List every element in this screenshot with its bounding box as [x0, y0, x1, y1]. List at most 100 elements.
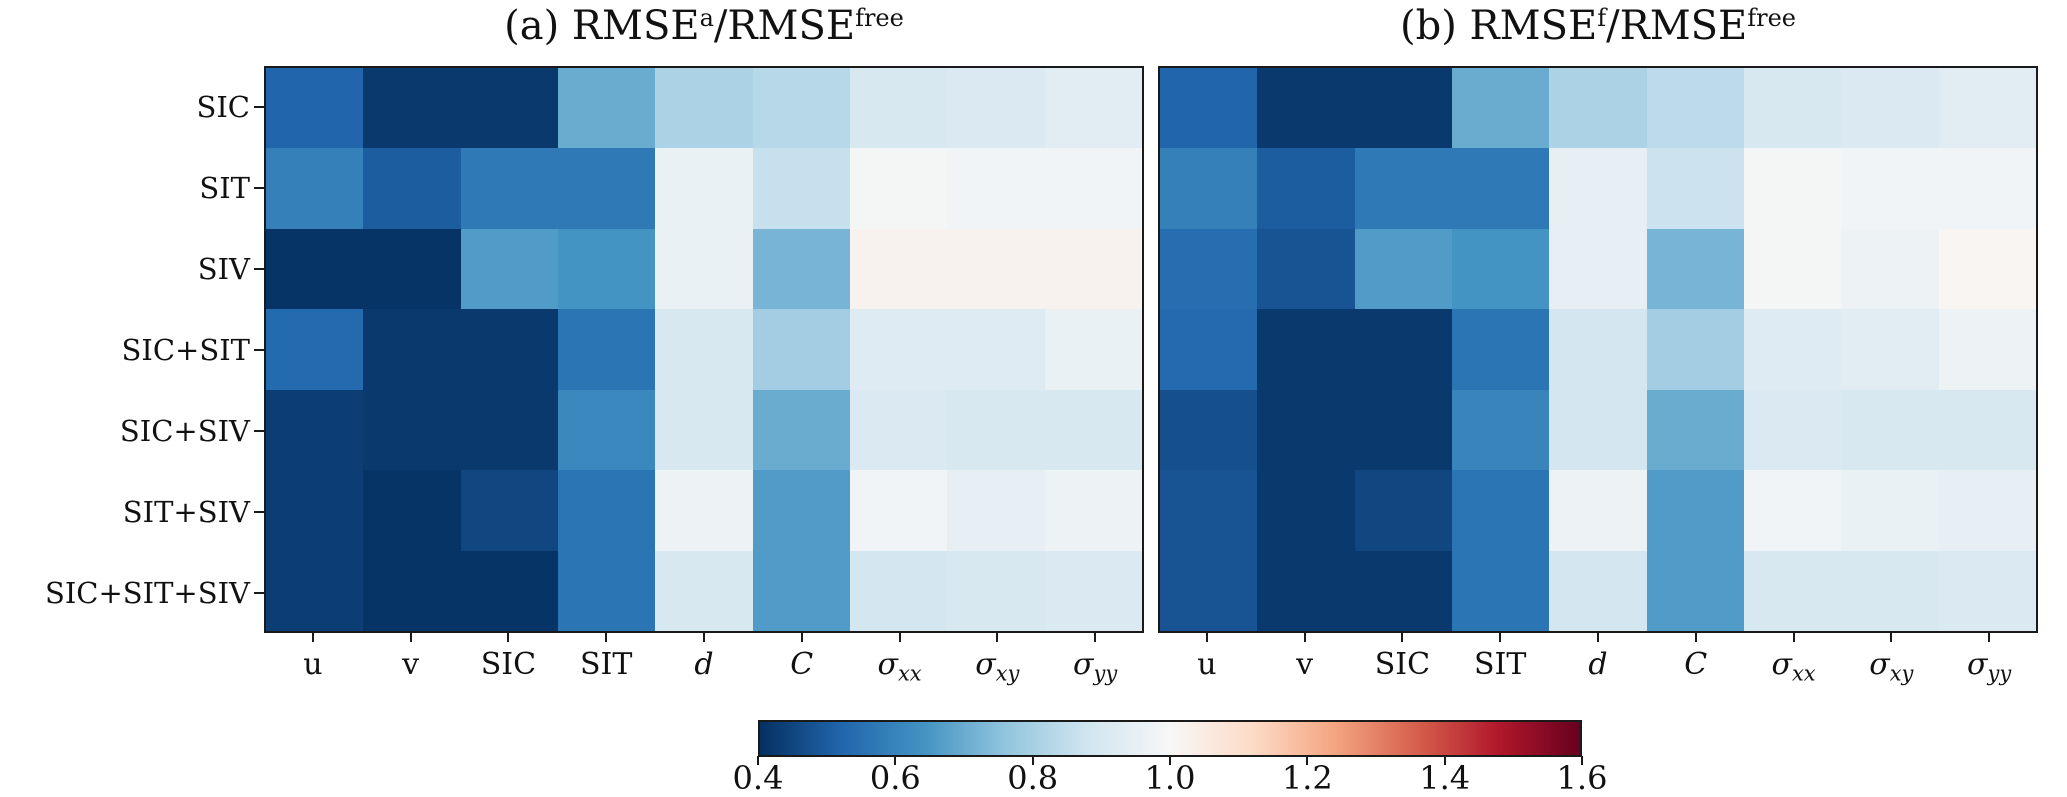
x-tick-label: d [1588, 647, 1608, 682]
x-tick-label: d [694, 647, 714, 682]
heatmap-cell-a-SIC-c3 [558, 68, 656, 149]
x-tick-label: C [1684, 647, 1708, 682]
y-tick [254, 429, 264, 432]
heatmap-cell-a-SIT+SIV-c8 [1044, 470, 1142, 551]
y-tick-label: SIT+SIV [122, 494, 250, 529]
heatmap-cell-b-SIC+SIT+SIV-c3 [1452, 550, 1550, 631]
heatmap-cell-a-SIV-c4 [655, 228, 753, 310]
y-tick [254, 186, 264, 189]
heatmap-cell-b-SIT+SIV-c2 [1354, 470, 1452, 551]
heatmap-cell-b-SIV-c2 [1354, 228, 1452, 310]
heatmap-cell-a-SIT-c2 [460, 148, 558, 229]
heatmap-panel-a [264, 66, 1144, 633]
heatmap-cell-a-SIC+SIT-c5 [752, 309, 850, 390]
heatmap-cell-a-SIC-c7 [947, 68, 1045, 149]
heatmap-cell-a-SIC+SIV-c6 [850, 389, 948, 471]
colorbar-tick [1443, 756, 1446, 765]
colorbar [758, 720, 1582, 757]
colorbar-tick-label: 0.4 [732, 759, 784, 797]
heatmap-cell-b-SIC+SIT+SIV-c1 [1257, 550, 1355, 631]
x-tick-label: v [1296, 647, 1314, 682]
x-tick [1205, 633, 1208, 642]
heatmap-cell-a-SIC+SIT-c4 [655, 309, 753, 390]
x-tick [800, 633, 803, 642]
heatmap-cell-b-SIC+SIV-c1 [1257, 389, 1355, 471]
heatmap-cell-b-SIT+SIV-c8 [1938, 470, 2036, 551]
heatmap-cell-a-SIT+SIV-c4 [655, 470, 753, 551]
panel-a-title: (a) RMSEa/RMSEfree [264, 2, 1144, 55]
y-tick [254, 510, 264, 513]
x-tick [1499, 633, 1502, 642]
x-tick [1303, 633, 1306, 642]
y-tick [254, 105, 264, 108]
heatmap-cell-b-SIV-c0 [1160, 228, 1258, 310]
heatmap-cell-a-SIC+SIV-c2 [460, 389, 558, 471]
x-tick [898, 633, 901, 642]
colorbar-gradient [760, 722, 1580, 755]
heatmap-cell-b-SIC+SIT+SIV-c4 [1549, 550, 1647, 631]
heatmap-cell-a-SIC+SIT+SIV-c3 [558, 550, 656, 631]
panel-b-title-sup-free: free [1747, 3, 1797, 32]
heatmap-cell-b-SIC+SIT-c0 [1160, 309, 1258, 390]
colorbar-tick-label: 0.8 [1007, 759, 1059, 797]
y-tick-label: SIT [199, 170, 250, 205]
y-tick-label: SIC+SIT+SIV [44, 575, 250, 610]
heatmap-cell-a-SIC+SIT+SIV-c7 [947, 550, 1045, 631]
heatmap-cell-a-SIV-c8 [1044, 228, 1142, 310]
panel-a-title-base: (a) RMSE [504, 3, 700, 49]
heatmap-cell-a-SIC+SIV-c7 [947, 389, 1045, 471]
heatmap-cell-b-SIC-c6 [1744, 68, 1842, 149]
heatmap-cell-a-SIV-c3 [558, 228, 656, 310]
x-tick-label: SIC [1374, 647, 1431, 682]
x-tick-label: σxy [1869, 647, 1914, 686]
heatmap-cell-b-SIC-c4 [1549, 68, 1647, 149]
heatmap-cell-b-SIC+SIV-c7 [1841, 389, 1939, 471]
heatmap-cell-b-SIC+SIT+SIV-c6 [1744, 550, 1842, 631]
heatmap-cell-b-SIV-c6 [1744, 228, 1842, 310]
heatmap-cell-a-SIT+SIV-c6 [850, 470, 948, 551]
x-tick [1988, 633, 1991, 642]
x-tick [311, 633, 314, 642]
heatmap-cell-a-SIC+SIT+SIV-c5 [752, 550, 850, 631]
heatmap-cell-b-SIC-c8 [1938, 68, 2036, 149]
y-tick-label: SIC+SIT [121, 332, 250, 367]
x-tick-label: σyy [1967, 647, 2012, 686]
heatmap-cell-b-SIC+SIT-c1 [1257, 309, 1355, 390]
y-tick-label: SIV [197, 251, 250, 286]
x-tick-label: σxx [877, 647, 922, 686]
heatmap-cell-b-SIC-c5 [1646, 68, 1744, 149]
heatmap-cell-b-SIT+SIV-c1 [1257, 470, 1355, 551]
y-tick-label: SIC+SIV [119, 413, 250, 448]
heatmap-cell-b-SIC+SIV-c4 [1549, 389, 1647, 471]
panel-b-title-sup-f: f [1597, 3, 1607, 32]
colorbar-tick-label: 1.0 [1144, 759, 1196, 797]
panel-a-title-mid: /RMSE [713, 3, 856, 49]
heatmap-cell-b-SIC-c2 [1354, 68, 1452, 149]
colorbar-tick [894, 756, 897, 765]
heatmap-cell-b-SIC+SIT-c7 [1841, 309, 1939, 390]
heatmap-cell-b-SIV-c7 [1841, 228, 1939, 310]
heatmap-cell-a-SIC-c8 [1044, 68, 1142, 149]
colorbar-tick-label: 1.2 [1281, 759, 1333, 797]
heatmap-cell-a-SIV-c5 [752, 228, 850, 310]
heatmap-cell-b-SIT+SIV-c3 [1452, 470, 1550, 551]
heatmap-panel-b [1158, 66, 2038, 633]
heatmap-cell-b-SIT-c1 [1257, 148, 1355, 229]
heatmap-cell-a-SIC+SIT+SIV-c6 [850, 550, 948, 631]
heatmap-cell-b-SIT+SIV-c4 [1549, 470, 1647, 551]
colorbar-tick-label: 1.6 [1556, 759, 1608, 797]
heatmap-cell-a-SIT+SIV-c7 [947, 470, 1045, 551]
colorbar-tick [1031, 756, 1034, 765]
heatmap-cell-a-SIC+SIV-c3 [558, 389, 656, 471]
heatmap-cell-b-SIC+SIT+SIV-c5 [1646, 550, 1744, 631]
heatmap-cell-a-SIC+SIT-c3 [558, 309, 656, 390]
heatmap-cell-b-SIT-c7 [1841, 148, 1939, 229]
x-tick [703, 633, 705, 642]
x-tick-label: v [402, 647, 420, 682]
heatmap-cell-a-SIC+SIT-c0 [266, 309, 364, 390]
heatmap-cell-a-SIT-c1 [363, 148, 461, 229]
heatmap-cell-b-SIC-c3 [1452, 68, 1550, 149]
heatmap-cell-a-SIC+SIT-c8 [1044, 309, 1142, 390]
x-tick [1597, 633, 1599, 642]
panel-b-title-base: (b) RMSE [1399, 3, 1598, 49]
